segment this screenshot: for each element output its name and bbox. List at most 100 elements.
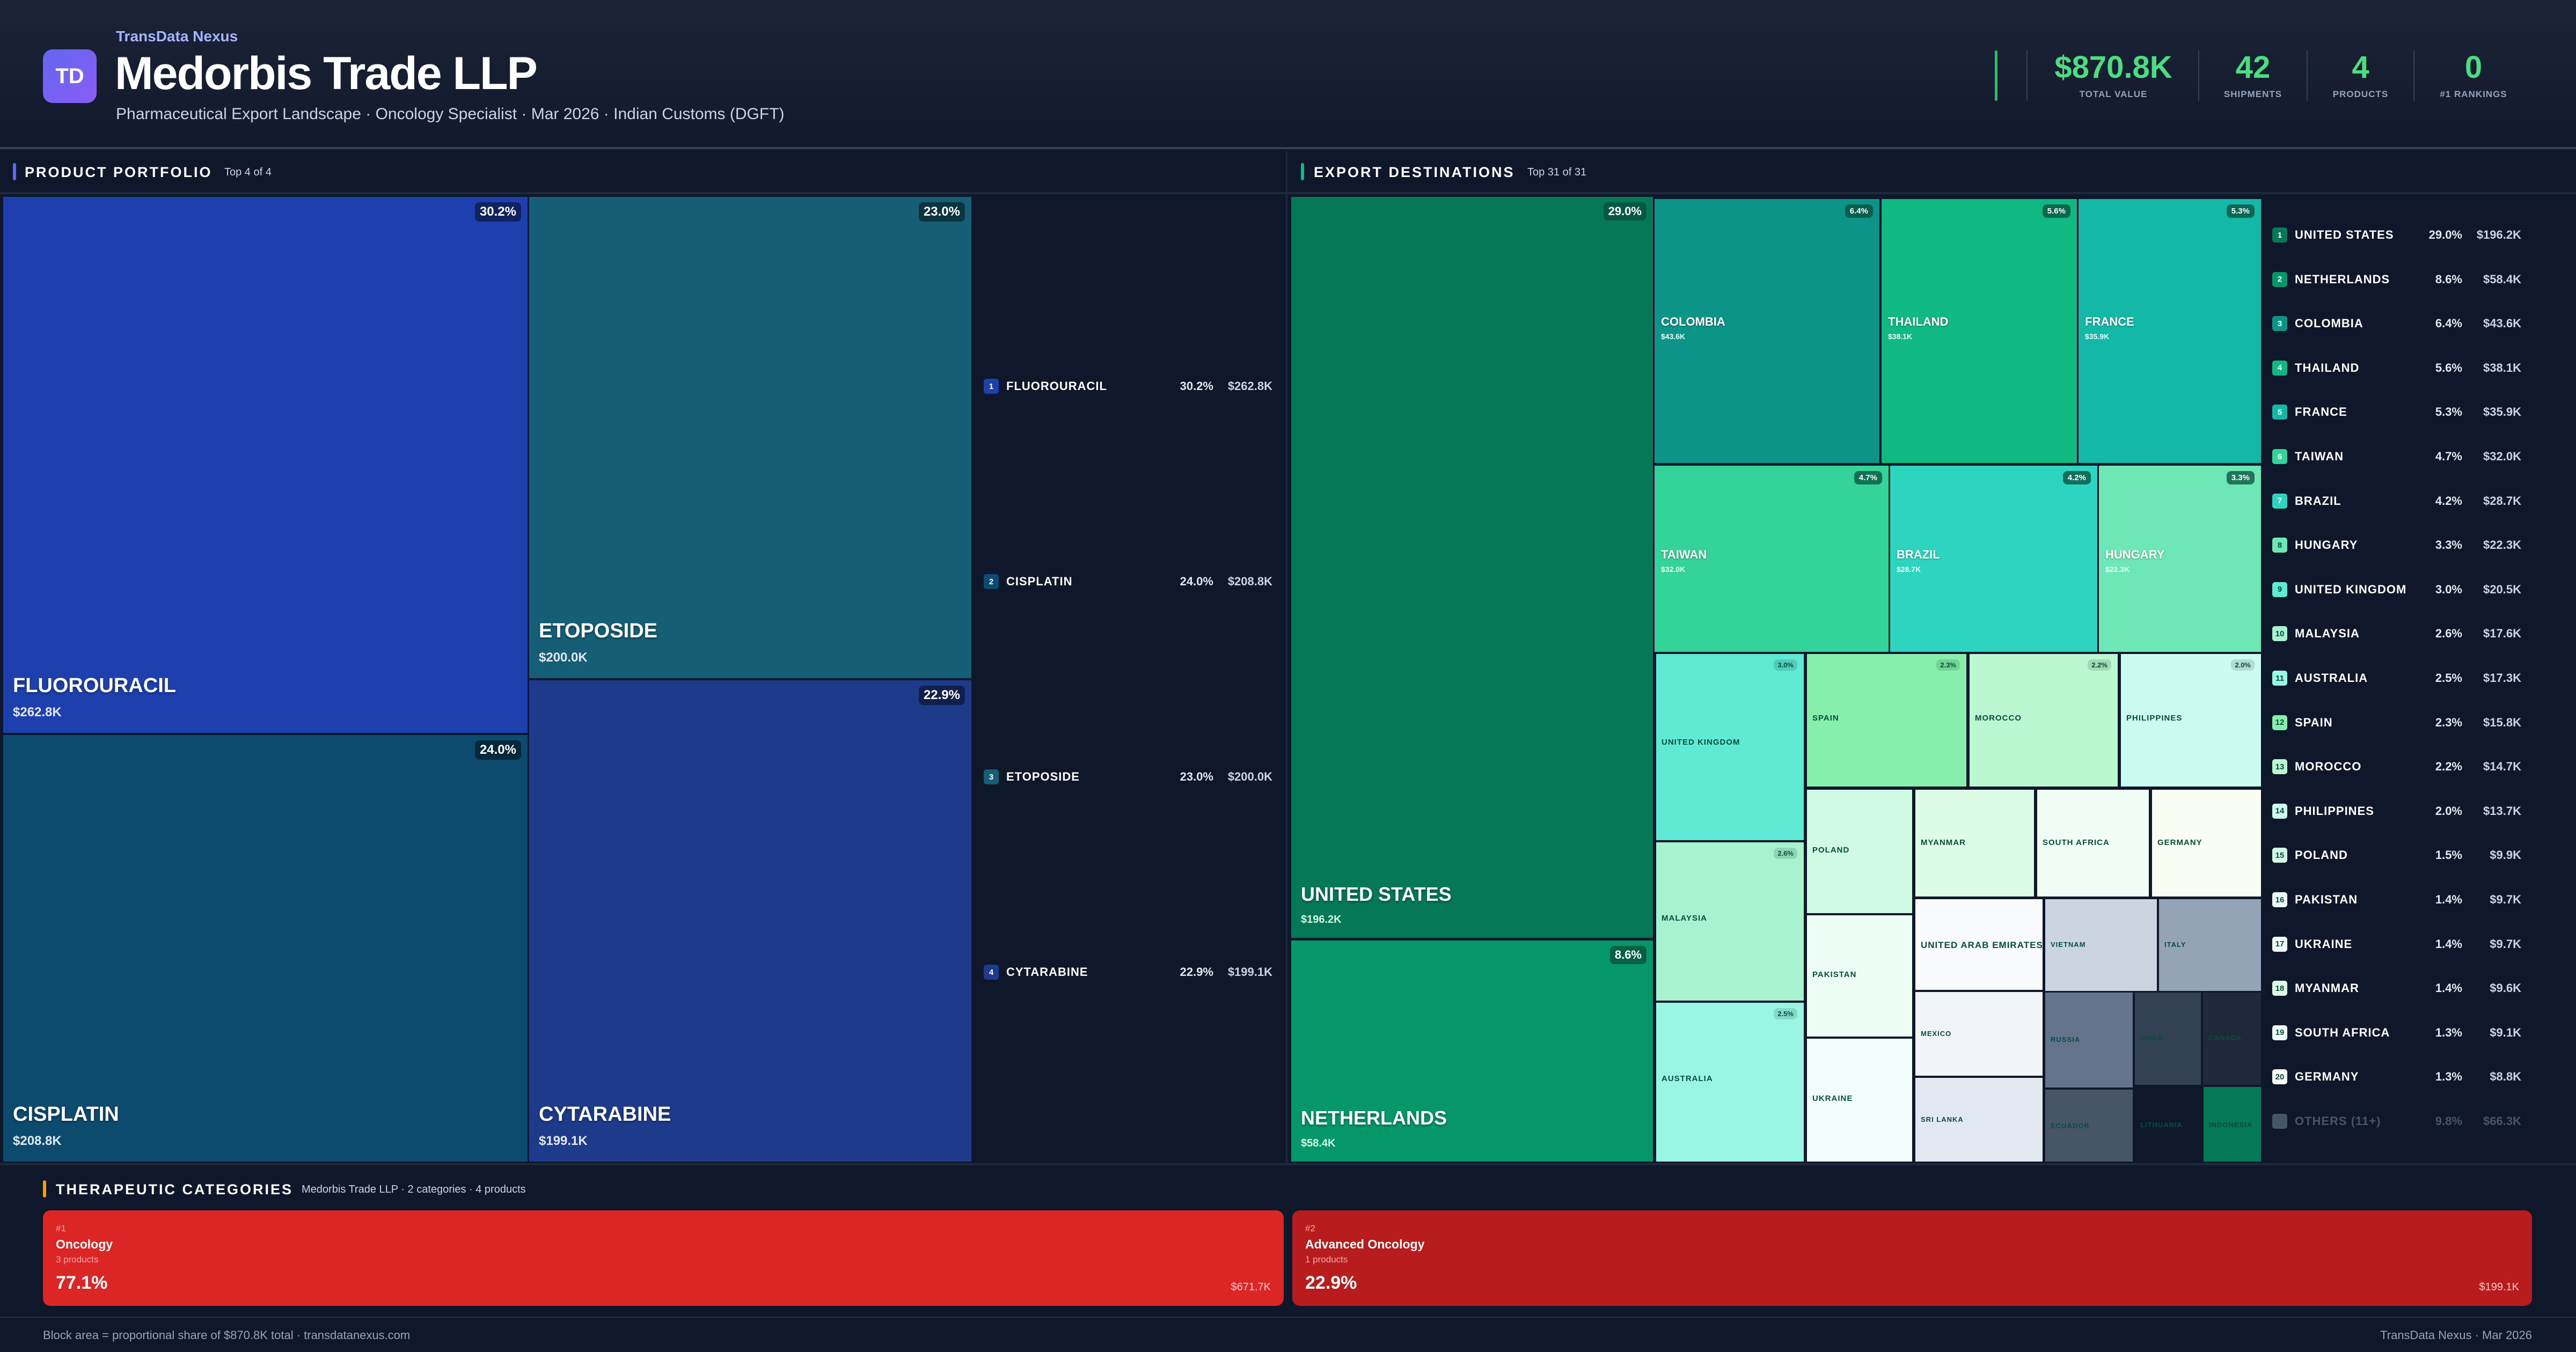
treemap-cell-poland[interactable]: POLAND [1807,790,1912,913]
list-item[interactable]: 8 HUNGARY 3.3% $22.3K [2272,538,2521,553]
list-item[interactable]: 12 SPAIN 2.3% $15.8K [2272,715,2521,730]
treemap-cell-netherlands[interactable]: 8.6% NETHERLANDS $58.4K [1291,940,1653,1162]
treemap-cell-sri-lanka[interactable]: SRI LANKA [1915,1078,2043,1162]
treemap-cell-fluorouracil[interactable]: 30.2% FLUOROURACIL $262.8K [3,197,528,733]
cell-name: MOROCCO [1975,714,2022,723]
treemap-cell-united-states[interactable]: 29.0% UNITED STATES $196.2K [1291,197,1653,938]
item-share: 4.7% [2435,450,2462,463]
treemap-cell-thailand[interactable]: 5.6% THAILAND $38.1K [1882,199,2077,463]
treemap-cell-germany[interactable]: GERMANY [2152,790,2261,897]
divider [0,1163,2576,1165]
item-value: $17.6K [2483,627,2521,641]
treemap-cell-morocco[interactable]: 2.2% MOROCCO [1970,654,2118,787]
list-item[interactable]: 1 UNITED STATES 29.0% $196.2K [2272,227,2521,243]
item-share: 5.6% [2435,361,2462,374]
list-item[interactable]: 9 UNITED KINGDOM 3.0% $20.5K [2272,582,2521,597]
treemap-cell-colombia[interactable]: 6.4% COLOMBIA $43.6K [1655,199,1879,463]
brand-name: TransData Nexus [116,28,238,45]
rank-badge: 4 [984,965,999,980]
list-item-others[interactable]: OTHERS (11+) 9.8% $66.3K [2272,1114,2521,1129]
list-item[interactable]: 2 NETHERLANDS 8.6% $58.4K [2272,271,2521,287]
share-badge: 23.0% [918,202,965,222]
category-card[interactable]: #2 Advanced Oncology 1 products 22.9% $1… [1292,1210,2532,1306]
treemap-cell-mexico[interactable]: MEXICO [1915,992,2043,1076]
treemap-cell-south-africa[interactable]: SOUTH AFRICA [2037,790,2149,897]
share-badge: 29.0% [1603,202,1646,221]
treemap-cell-philippines[interactable]: 2.0% PHILIPPINES [2121,654,2261,787]
list-item[interactable]: 3 ETOPOSIDE 23.0% $200.0K [984,769,1272,784]
treemap-cell-myanmar[interactable]: MYANMAR [1915,790,2034,897]
treemap-cell-vietnam[interactable]: VIETNAM [2045,899,2157,991]
category-card[interactable]: #1 Oncology 3 products 77.1% $671.7K [43,1210,1284,1306]
treemap-cell-cytarabine[interactable]: 22.9% CYTARABINE $199.1K [529,680,971,1162]
cell-value: $43.6K [1661,332,1686,341]
kpi-divider [2026,50,2028,101]
kpi-label: TOTAL VALUE [2079,89,2148,99]
list-item[interactable]: 19 SOUTH AFRICA 1.3% $9.1K [2272,1025,2521,1040]
treemap-cell-taiwan[interactable]: 4.7% TAIWAN $32.0K [1655,466,1889,652]
treemap-cell-australia[interactable]: 2.5% AUSTRALIA [1656,1003,1804,1162]
categories-title: THERAPEUTIC CATEGORIES [56,1181,294,1197]
kpi-value: $870.8K [2054,50,2172,85]
treemap-cell-chile[interactable]: CHILE [2135,993,2201,1085]
cell-name: NETHERLANDS [1301,1107,1447,1129]
rank-badge: 16 [2272,892,2287,907]
treemap-cell-spain[interactable]: 2.3% SPAIN [1807,654,1966,787]
list-item[interactable]: 14 PHILIPPINES 2.0% $13.7K [2272,803,2521,819]
list-item[interactable]: 11 AUSTRALIA 2.5% $17.3K [2272,671,2521,686]
treemap-cell-cisplatin[interactable]: 24.0% CISPLATIN $208.8K [3,735,528,1162]
treemap-cell-france[interactable]: 5.3% FRANCE $35.9K [2079,199,2261,463]
item-value: $20.5K [2483,582,2521,596]
item-share: 2.6% [2435,627,2462,641]
item-name: SOUTH AFRICA [2295,1025,2390,1039]
list-item[interactable]: 4 CYTARABINE 22.9% $199.1K [984,965,1272,980]
list-item[interactable]: 3 COLOMBIA 6.4% $43.6K [2272,316,2521,332]
item-value: $9.1K [2490,1025,2521,1039]
category-name: Oncology [56,1237,113,1251]
cell-name: COLOMBIA [1661,315,1725,328]
rank-badge: 5 [2272,405,2287,420]
kpi-label: SHIPMENTS [2223,89,2282,99]
treemap-cell-ukraine[interactable]: UKRAINE [1807,1039,1912,1162]
rank-badge: 3 [984,769,999,784]
kpi-divider [2413,50,2414,101]
list-item[interactable]: 6 TAIWAN 4.7% $32.0K [2272,449,2521,464]
list-item[interactable]: 18 MYANMAR 1.4% $9.6K [2272,981,2521,996]
treemap-cell-ecuador[interactable]: ECUADOR [2045,1090,2133,1162]
list-item[interactable]: 1 FLUOROURACIL 30.2% $262.8K [984,379,1272,394]
treemap-cell-etoposide[interactable]: 23.0% ETOPOSIDE $200.0K [529,197,971,678]
treemap-cell-italy[interactable]: ITALY [2159,899,2261,991]
item-share: 5.3% [2435,405,2462,419]
list-item[interactable]: 13 MOROCCO 2.2% $14.7K [2272,759,2521,775]
treemap-cell-united-kingdom[interactable]: 3.0% UNITED KINGDOM [1656,654,1804,840]
treemap-cell-lithuania[interactable]: LITHUANIA [2135,1087,2201,1162]
treemap-cell-russia[interactable]: RUSSIA [2045,993,2133,1088]
item-share: 29.0% [2428,228,2462,241]
cell-name: UKRAINE [1812,1094,1853,1103]
treemap-cell-united-arab-emirates[interactable]: UNITED ARAB EMIRATES [1915,899,2043,990]
treemap-cell-hungary[interactable]: 3.3% HUNGARY $22.3K [2099,466,2261,652]
treemap-cell-malaysia[interactable]: 2.6% MALAYSIA [1656,842,1804,1001]
list-item[interactable]: 2 CISPLATIN 24.0% $208.8K [984,574,1272,589]
treemap-cell-pakistan[interactable]: PAKISTAN [1807,915,1912,1037]
list-item[interactable]: 15 POLAND 1.5% $9.9K [2272,848,2521,863]
item-share: 1.4% [2435,981,2462,995]
treemap-cell-canada[interactable]: CANADA [2203,993,2261,1085]
cell-name: SRI LANKA [1921,1115,1964,1123]
list-item[interactable]: 17 UKRAINE 1.4% $9.7K [2272,936,2521,952]
treemap-cell-indonesia[interactable]: INDONESIA [2204,1087,2261,1162]
list-item[interactable]: 5 FRANCE 5.3% $35.9K [2272,405,2521,420]
item-value: $200.0K [1227,770,1272,783]
cell-value: $200.0K [539,650,588,665]
list-item[interactable]: 20 GERMANY 1.3% $8.8K [2272,1069,2521,1085]
divider [1286,151,1287,1163]
list-item[interactable]: 4 THAILAND 5.6% $38.1K [2272,360,2521,376]
list-item[interactable]: 7 BRAZIL 4.2% $28.7K [2272,493,2521,509]
category-rank: #2 [1305,1223,1315,1233]
treemap-cell-brazil[interactable]: 4.2% BRAZIL $28.7K [1890,466,2097,652]
list-item[interactable]: 10 MALAYSIA 2.6% $17.6K [2272,626,2521,642]
cell-name: POLAND [1812,846,1850,855]
list-item[interactable]: 16 PAKISTAN 1.4% $9.7K [2272,892,2521,907]
cell-name: UNITED ARAB EMIRATES [1921,940,2043,950]
kpi-value: 4 [2352,50,2369,85]
